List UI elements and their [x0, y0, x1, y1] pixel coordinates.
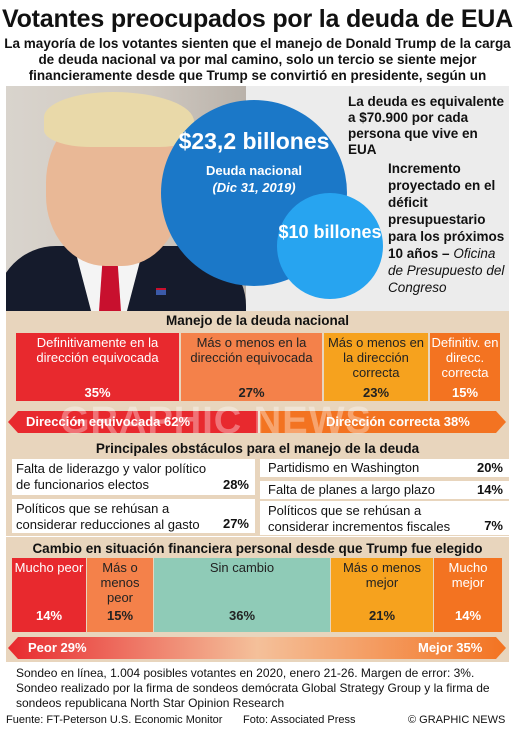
- finances-cell-much-better: Mucho mejor 14%: [434, 558, 502, 632]
- obstacle-pct: 28%: [222, 477, 249, 492]
- debt-label: Deuda nacional: [205, 163, 303, 178]
- deficit-projection-body: Incremento proyectado en el déficit pres…: [388, 161, 505, 261]
- handling-cell-pct: 35%: [84, 385, 111, 400]
- handling-cell-definitely-wrong: Definitivamente en la dirección equivoca…: [16, 333, 179, 401]
- finances-cell-label: Mucho peor: [14, 560, 84, 575]
- survey-note-line: Sondeo realizado por la firma de sondeos…: [16, 681, 490, 710]
- handling-cell-pct: 27%: [238, 385, 265, 400]
- obstacle-item: Políticos que se rehúsan a considerar re…: [12, 499, 255, 533]
- survey-notes: Sondeo en línea, 1.004 posibles votantes…: [16, 666, 508, 711]
- handling-cell-somewhat-right: Más o menos en la dirección correcta 23%: [324, 333, 428, 401]
- watermark: GRAPHIC NEWS: [60, 400, 372, 442]
- footer: Fuente: FT-Peterson U.S. Economic Monito…: [0, 712, 515, 732]
- finances-cell-pct: 21%: [368, 608, 396, 623]
- handling-cell-label: Más o menos en la dirección correcta: [327, 335, 425, 380]
- handling-cell-label: Definitiv. en direcc. correcta: [431, 335, 499, 380]
- obstacle-label: Políticos que se rehúsan a considerar in…: [268, 503, 451, 534]
- obstacle-pct: 20%: [476, 460, 503, 475]
- deficit-projection-text: Incremento proyectado en el déficit pres…: [388, 160, 508, 296]
- finances-cell-pct: 36%: [228, 608, 256, 623]
- deficit-projection-source: Oficina de Presupuesto del Congreso: [388, 246, 505, 295]
- finances-cell-pct: 14%: [454, 608, 482, 623]
- deficit-amount: $10 billones: [278, 222, 382, 242]
- handling-cell-pct: 23%: [362, 385, 390, 400]
- deficit-circle: [277, 193, 383, 299]
- handling-arrows: [8, 411, 506, 433]
- finances-cell-label: Más o menos peor: [100, 560, 140, 605]
- debt-amount: $23,2 billones: [178, 128, 330, 154]
- wrong-direction-arrow: [8, 411, 258, 433]
- finances-title: Cambio en situación financiera personal …: [32, 541, 483, 556]
- handling-cell-label: Más o menos en la dirección equivocada: [190, 335, 313, 365]
- finances-cell-label: Mucho mejor: [448, 560, 488, 590]
- trump-photo: [6, 86, 246, 311]
- handling-title: Manejo de la deuda nacional: [165, 313, 350, 328]
- worse-better-arrow: [8, 637, 506, 659]
- right-direction-total: Dirección correcta 38%: [326, 414, 470, 429]
- source-credit: Fuente: FT-Peterson U.S. Economic Monito…: [6, 714, 223, 726]
- obstacle-label: Políticos que se rehúsan a considerar re…: [16, 501, 200, 532]
- worse-total: Peor 29%: [28, 640, 87, 655]
- obstacle-item: Políticos que se rehúsan a considerar in…: [260, 501, 509, 535]
- obstacle-item: Partidismo en Washington 20%: [260, 459, 509, 477]
- finances-cell-somewhat-worse: Más o menos peor 15%: [87, 558, 153, 632]
- obstacle-pct: 27%: [222, 516, 249, 531]
- obstacle-label: Falta de planes a largo plazo: [268, 482, 435, 497]
- survey-note-line: Sondeo en línea, 1.004 posibles votantes…: [16, 666, 475, 680]
- handling-cell-label: Definitivamente en la dirección equivoca…: [36, 335, 159, 365]
- obstacle-item: Falta de planes a largo plazo 14%: [260, 481, 509, 499]
- finances-arrows: [8, 637, 506, 659]
- debt-per-person-text: La deuda es equivalente a $70.900 por ca…: [348, 94, 505, 157]
- obstacle-label: Falta de liderazgo y valor político de f…: [16, 461, 207, 492]
- finances-cell-label: Más o menos mejor: [342, 560, 422, 590]
- page-title: Votantes preocupados por la deuda de EUA: [1, 5, 514, 33]
- wrong-direction-total: Dirección equivocada 62%: [26, 414, 191, 429]
- finances-cell-much-worse: Mucho peor 14%: [12, 558, 86, 632]
- handling-cell-somewhat-wrong: Más o menos en la dirección equivocada 2…: [181, 333, 322, 401]
- obstacle-pct: 14%: [476, 482, 503, 497]
- copyright-credit: © GRAPHIC NEWS: [408, 714, 506, 726]
- finances-cell-no-change: Sin cambio 36%: [154, 558, 330, 632]
- finances-cell-somewhat-better: Más o menos mejor 21%: [331, 558, 433, 632]
- finances-cell-label: Sin cambio: [209, 560, 275, 575]
- obstacle-label: Partidismo en Washington: [268, 460, 420, 475]
- obstacles-title: Principales obstáculos para el manejo de…: [95, 441, 420, 456]
- obstacle-item: Falta de liderazgo y valor político de f…: [12, 459, 255, 495]
- debt-date: (Dic 31, 2019): [212, 180, 296, 195]
- obstacle-pct: 7%: [484, 518, 503, 533]
- better-total: Mejor 35%: [418, 640, 483, 655]
- right-direction-arrow: [260, 411, 506, 433]
- handling-cell-pct: 15%: [451, 385, 479, 400]
- handling-cell-definitely-right: Definitiv. en direcc. correcta 15%: [430, 333, 500, 401]
- finances-cell-pct: 15%: [106, 608, 134, 623]
- flag-pin-icon: [156, 288, 166, 295]
- finances-cell-pct: 14%: [35, 608, 63, 623]
- photo-credit: Foto: Associated Press: [243, 714, 356, 726]
